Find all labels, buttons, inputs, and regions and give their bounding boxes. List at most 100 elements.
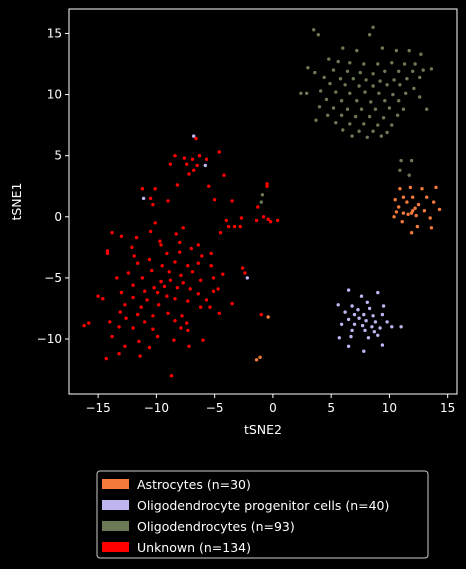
data-point	[194, 136, 198, 141]
data-point	[367, 33, 372, 37]
legend-swatch	[102, 521, 129, 531]
data-point	[398, 168, 402, 172]
data-point	[209, 264, 213, 268]
data-point	[345, 107, 350, 111]
data-point	[254, 358, 259, 362]
data-point	[350, 328, 354, 333]
data-point	[136, 261, 140, 265]
data-point	[123, 303, 127, 307]
data-point	[178, 250, 182, 254]
data-point	[437, 207, 442, 212]
data-point	[203, 163, 207, 168]
data-point	[328, 81, 332, 86]
data-point	[397, 205, 401, 209]
data-point	[148, 229, 153, 234]
data-point	[391, 92, 395, 97]
data-point	[337, 336, 341, 340]
data-point	[153, 187, 157, 191]
data-point	[192, 168, 196, 172]
data-point	[369, 100, 373, 104]
data-point	[199, 305, 203, 309]
data-point	[405, 200, 409, 204]
data-point	[380, 312, 385, 317]
data-point	[166, 199, 170, 203]
data-point	[401, 211, 406, 215]
y-tick-label: 10	[47, 88, 62, 102]
data-point	[150, 268, 154, 273]
data-point	[261, 215, 266, 219]
y-axis-label: tSNE1	[9, 182, 24, 220]
data-point	[419, 52, 423, 56]
data-point	[173, 260, 177, 264]
data-point	[331, 68, 336, 72]
data-point	[371, 129, 375, 133]
legend-label: Unknown (n=134)	[137, 540, 251, 555]
data-point	[181, 226, 185, 230]
data-point	[196, 292, 200, 296]
data-point	[413, 206, 417, 210]
data-point	[358, 70, 362, 75]
data-point	[192, 134, 196, 138]
data-point	[268, 220, 273, 224]
data-point	[399, 158, 403, 163]
points-layer	[82, 25, 442, 378]
data-point	[165, 251, 169, 256]
data-point	[355, 99, 359, 103]
data-point	[392, 78, 396, 82]
data-point	[131, 326, 135, 330]
data-point	[343, 310, 347, 314]
data-point	[232, 224, 237, 229]
data-point	[189, 246, 193, 251]
data-point	[312, 28, 316, 32]
data-point	[398, 83, 402, 87]
data-point	[217, 150, 221, 154]
data-point	[416, 202, 421, 207]
data-point	[414, 213, 418, 218]
data-point	[259, 312, 263, 317]
data-point	[153, 221, 157, 225]
data-point	[339, 322, 344, 326]
data-point	[345, 69, 350, 74]
data-point	[200, 254, 204, 258]
data-point	[359, 294, 364, 298]
plot-frame	[68, 8, 458, 395]
data-point	[432, 200, 436, 204]
data-point	[364, 78, 368, 82]
data-point	[230, 199, 234, 203]
data-point	[188, 287, 192, 291]
data-point	[199, 278, 203, 282]
data-point	[157, 303, 161, 307]
data-point	[324, 97, 329, 102]
data-point	[349, 334, 353, 339]
data-point	[334, 90, 338, 94]
data-point	[190, 270, 195, 274]
x-tick-label: 10	[382, 401, 397, 415]
data-point	[224, 218, 228, 223]
data-point	[394, 48, 399, 53]
data-point	[126, 271, 131, 275]
data-point	[363, 328, 367, 333]
data-point	[179, 326, 183, 330]
data-point	[336, 303, 340, 307]
data-point	[322, 75, 326, 80]
data-point	[143, 289, 147, 293]
data-point	[362, 312, 366, 317]
data-point	[211, 289, 216, 293]
data-point	[351, 77, 355, 81]
data-point	[425, 107, 429, 111]
data-point	[376, 290, 380, 295]
data-point	[401, 107, 406, 111]
data-point	[409, 158, 414, 163]
legend-label: Oligodendrocyte progenitor cells (n=40)	[137, 498, 389, 513]
y-tick-label: 0	[54, 210, 62, 224]
data-point	[139, 305, 143, 309]
data-point	[385, 83, 389, 87]
data-point	[395, 113, 400, 118]
data-point	[118, 310, 123, 314]
data-point	[151, 314, 155, 318]
data-point	[87, 321, 91, 325]
data-point	[316, 33, 320, 37]
data-point	[124, 316, 128, 320]
data-point	[362, 62, 366, 66]
